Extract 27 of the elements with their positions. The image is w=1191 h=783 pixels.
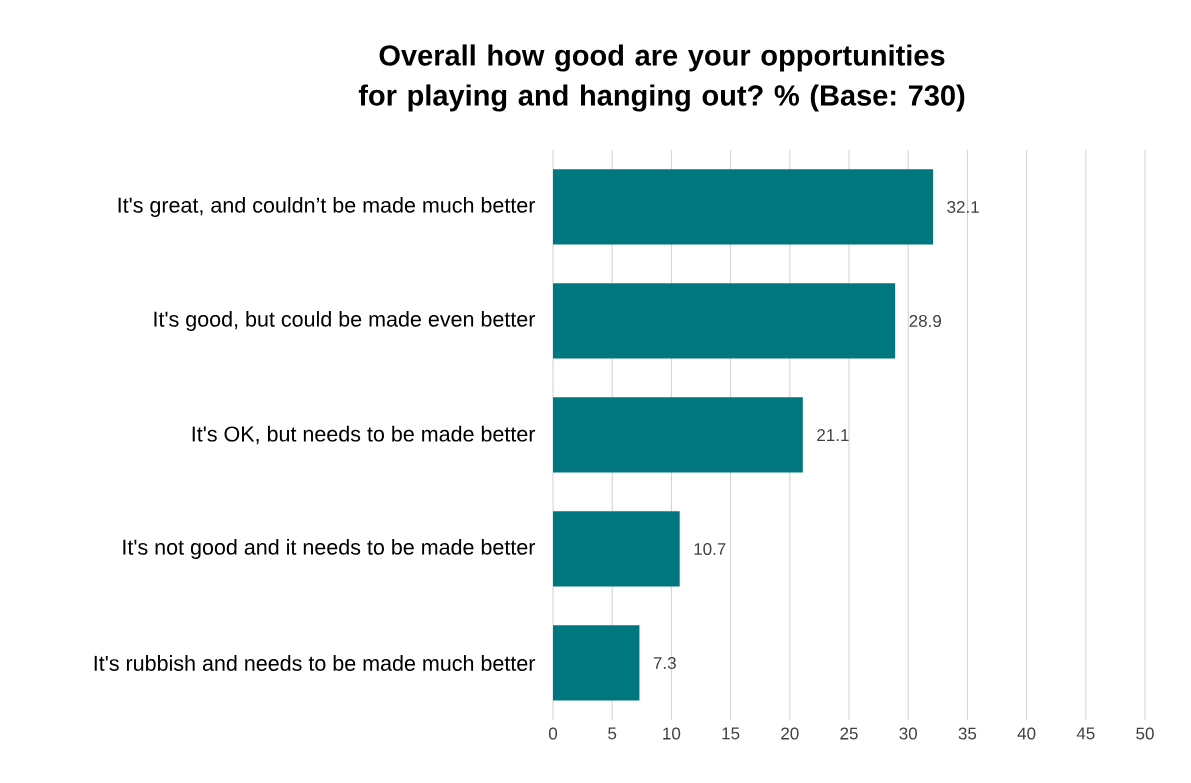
x-tick-label: 45	[1076, 727, 1095, 740]
bar	[553, 169, 934, 245]
data-label: 21.1	[817, 429, 849, 441]
x-tick-label: 20	[781, 727, 799, 740]
y-tick-label: It's great, and couldn’t be made much better	[118, 196, 536, 218]
x-tick-label: 0	[548, 727, 558, 740]
x-tick-label: 5	[608, 727, 617, 740]
y-tick-label: It's good, but could be made even better	[154, 310, 536, 332]
x-tick-label: 35	[958, 727, 977, 740]
x-tick-label: 50	[1136, 727, 1154, 740]
bar	[553, 511, 680, 587]
x-tick-label: 10	[663, 727, 681, 740]
y-tick-label: It's not good and it needs to be made better	[123, 538, 536, 560]
x-tick-label: 30	[899, 727, 917, 740]
data-label: 7.3	[653, 656, 676, 670]
bar	[553, 625, 640, 701]
y-tick-label: It's rubbish and needs to be made much better	[94, 655, 536, 671]
x-tick-label: 40	[1017, 727, 1036, 740]
x-tick-label: 15	[722, 727, 740, 740]
chart-title: Overall how good are your opportunities for playing and hanging out? % (Base: 730)	[358, 44, 965, 112]
bar	[553, 283, 896, 359]
bar	[553, 397, 803, 473]
y-tick-label: It's OK, but needs to be made better	[192, 425, 536, 445]
data-label: 10.7	[694, 542, 726, 556]
data-label: 28.9	[909, 314, 941, 328]
x-tick-label: 25	[840, 727, 858, 740]
data-label: 32.1	[947, 200, 979, 214]
